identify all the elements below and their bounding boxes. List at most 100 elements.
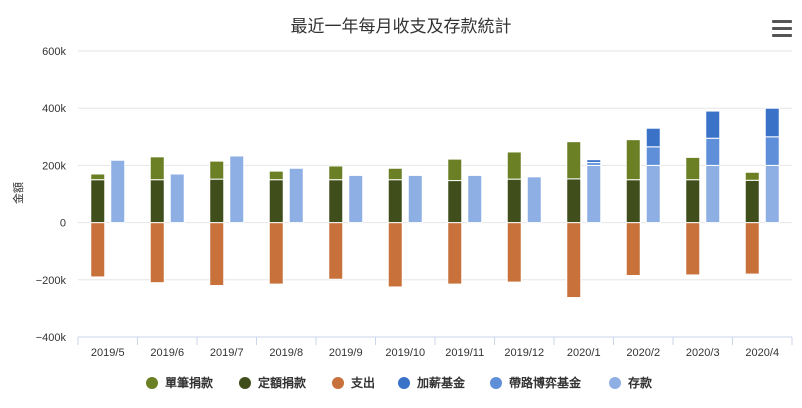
bar-支出[interactable] [210,223,224,286]
y-tick-label: −200k [36,275,67,287]
bar-加薪基金[interactable] [706,111,720,138]
menu-icon-bar [772,27,792,30]
legend-item[interactable]: 加薪基金 [398,375,466,390]
x-tick-label: 2019/8 [269,347,303,359]
bar-單筆捐款[interactable] [507,152,521,179]
legend-marker [239,377,251,389]
bar-定額捐款[interactable] [269,180,283,223]
bar-加薪基金[interactable] [765,108,779,137]
legend-item[interactable]: 存款 [609,375,653,390]
legend[interactable]: 單筆捐款 定額捐款 支出 加薪基金 帶路博弈基金 存款 [146,375,653,390]
bar-單筆捐款[interactable] [567,142,581,179]
bars [91,108,780,297]
y-tick-label: 0 [60,218,66,230]
legend-item[interactable]: 定額捐款 [239,375,307,390]
x-tick-label: 2019/7 [210,347,244,359]
grid-lines [78,51,792,337]
bar-存款[interactable] [706,165,720,222]
bar-支出[interactable] [388,223,402,287]
bar-單筆捐款[interactable] [686,157,700,179]
x-tick-label: 2019/5 [91,347,125,359]
bar-支出[interactable] [269,223,283,284]
legend-marker [490,377,502,389]
bar-支出[interactable] [686,223,700,275]
bar-加薪基金[interactable] [587,160,601,163]
y-tick-label: 200k [42,160,66,172]
bar-支出[interactable] [91,223,105,277]
bar-加薪基金[interactable] [646,128,660,147]
bar-支出[interactable] [567,223,581,298]
legend-label: 單筆捐款 [165,375,214,390]
bar-支出[interactable] [626,223,640,276]
bar-單筆捐款[interactable] [448,159,462,180]
bar-定額捐款[interactable] [567,179,581,223]
x-tick-label: 2020/1 [567,347,601,359]
bar-定額捐款[interactable] [626,180,640,223]
bar-定額捐款[interactable] [91,180,105,223]
bar-存款[interactable] [349,175,363,222]
bar-定額捐款[interactable] [388,180,402,223]
bar-單筆捐款[interactable] [210,161,224,179]
bar-定額捐款[interactable] [210,179,224,222]
bar-單筆捐款[interactable] [91,174,105,180]
y-axis-label: 金額 [11,182,25,204]
x-tick-label: 2020/2 [626,347,660,359]
bar-支出[interactable] [329,223,343,280]
bar-定額捐款[interactable] [686,180,700,223]
legend-item[interactable]: 單筆捐款 [146,375,214,390]
bar-帶路博弈基金[interactable] [646,147,660,166]
x-tick-label: 2019/10 [385,347,425,359]
legend-label: 支出 [350,375,375,390]
x-tick-label: 2020/3 [686,347,720,359]
legend-item[interactable]: 支出 [332,375,375,390]
bar-單筆捐款[interactable] [329,166,343,180]
bar-單筆捐款[interactable] [150,157,164,180]
chart-title: 最近一年每月收支及存款統計 [291,17,512,36]
bar-支出[interactable] [745,223,759,274]
bar-存款[interactable] [230,156,244,223]
x-tick-label: 2019/11 [445,347,484,359]
x-tick-label: 2019/12 [504,347,544,359]
bar-單筆捐款[interactable] [269,171,283,180]
bar-支出[interactable] [507,223,521,282]
y-tick-label: 600k [42,46,66,58]
bar-存款[interactable] [289,168,303,222]
bar-定額捐款[interactable] [329,180,343,223]
y-tick-label: −400k [36,332,67,344]
bar-定額捐款[interactable] [448,181,462,223]
legend-marker [398,377,410,389]
bar-存款[interactable] [587,165,601,222]
bar-單筆捐款[interactable] [745,172,759,180]
legend-item[interactable]: 帶路博弈基金 [490,375,582,390]
legend-label: 存款 [627,375,653,390]
bar-定額捐款[interactable] [150,180,164,223]
x-tick-label: 2019/6 [150,347,184,359]
bar-單筆捐款[interactable] [626,140,640,180]
bar-存款[interactable] [646,165,660,222]
legend-marker [146,377,158,389]
bar-存款[interactable] [765,165,779,222]
bar-存款[interactable] [527,177,541,223]
bar-存款[interactable] [408,175,422,222]
hamburger-menu-icon[interactable] [772,20,792,38]
legend-label: 帶路博弈基金 [509,375,582,390]
x-axis: 2019/5 2019/6 2019/7 2019/8 2019/9 2019/10 201… [78,337,792,359]
bar-帶路博弈基金[interactable] [706,138,720,165]
bar-存款[interactable] [111,160,125,222]
bar-支出[interactable] [150,223,164,283]
legend-marker [332,377,344,389]
bar-存款[interactable] [170,174,184,223]
bar-帶路博弈基金[interactable] [765,137,779,166]
y-tick-label: 400k [42,103,66,115]
legend-label: 加薪基金 [416,375,466,390]
bar-支出[interactable] [448,223,462,284]
bar-單筆捐款[interactable] [388,168,402,179]
bar-定額捐款[interactable] [507,179,521,222]
bar-存款[interactable] [468,175,482,222]
menu-icon-bar [772,20,792,23]
bar-定額捐款[interactable] [745,180,759,222]
y-axis-tick-labels: −400k −200k 0 200k 400k 600k [36,46,67,344]
legend-label: 定額捐款 [258,375,307,390]
menu-icon-bar [772,34,792,37]
x-tick-label: 2020/4 [745,347,779,359]
